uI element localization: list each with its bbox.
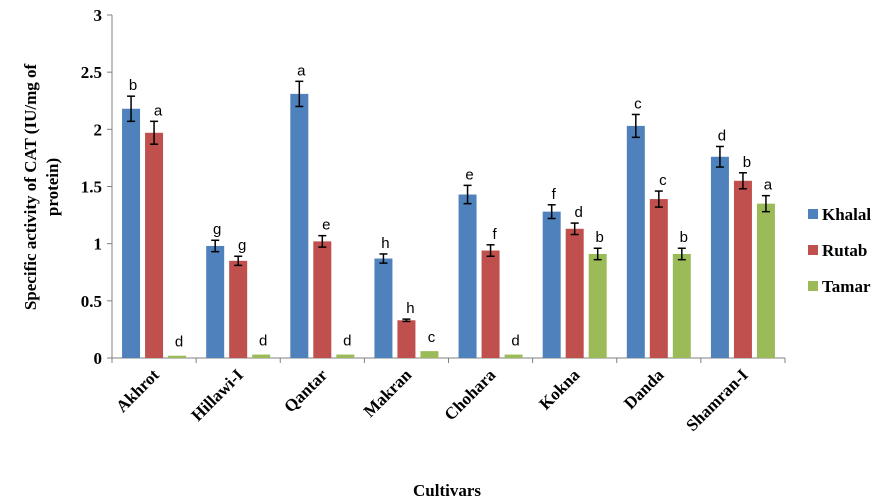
significance-letter: b [596,229,604,246]
significance-letter: b [129,77,137,94]
significance-letter: d [175,334,183,351]
y-tick-label: 0 [94,349,103,368]
bar-tamar [420,351,439,358]
bar-khalal [206,245,225,358]
x-tick-label: Shamran-I [682,365,752,435]
bar-rutab [481,250,500,358]
y-tick-label: 1 [94,235,103,254]
x-tick-label: Makran [360,365,416,421]
bar-khalal [458,194,477,358]
significance-letter: e [322,217,330,234]
y-tick-label: 0.5 [81,292,102,311]
legend-swatch-rutab [808,245,818,255]
significance-letter: f [552,186,557,203]
bar-khalal [374,258,393,358]
legend-swatch-khalal [808,209,818,219]
y-axis-title-line-1: Specific activity of CAT (IU/mg of [21,64,40,311]
bar-khalal [290,93,309,358]
significance-letter: d [575,204,583,221]
significance-letter: g [213,221,221,238]
x-tick-label: Akhrot [112,365,163,416]
legend-swatch-tamar [808,281,818,291]
x-tick-label: Kokna [535,365,584,414]
significance-letter: a [297,62,306,79]
bar-rutab [733,180,752,358]
bar-rutab [397,320,416,358]
legend-label-rutab: Rutab [822,241,867,260]
bar-khalal [542,211,561,358]
significance-letter: e [465,166,473,183]
bar-tamar [252,354,271,358]
bar-rutab [229,260,248,358]
y-tick-label: 2.5 [81,63,102,82]
y-tick-label: 2 [94,120,103,139]
x-tick-label: Hillawi-I [187,365,247,425]
significance-letter: a [764,177,773,194]
y-axis-title-line-2: protein) [43,158,62,216]
bar-khalal [626,125,645,358]
bar-rutab [313,241,332,358]
significance-letter: d [343,333,351,350]
significance-letter: h [406,300,414,317]
bar-rutab [145,132,164,358]
bar-khalal [122,108,141,359]
y-tick-label: 1.5 [81,178,102,197]
x-axis-title: Cultivars [413,481,481,500]
significance-letter: b [680,229,688,246]
significance-letter: d [718,127,726,144]
significance-letter: g [238,237,246,254]
bar-tamar [588,253,607,358]
significance-letter: c [428,329,436,346]
bar-rutab [565,228,584,358]
bar-khalal [710,156,729,358]
bar-tamar [336,354,355,358]
bar-tamar [504,354,523,358]
significance-letter: d [259,333,267,350]
bar-tamar [756,203,775,358]
bar-rutab [649,199,668,358]
significance-letter: a [154,102,163,119]
significance-letter: f [492,226,497,243]
x-tick-label: Qantar [280,365,331,416]
significance-letter: d [511,333,519,350]
plot-area: 0 0.5 1 1.5 2 2.5 3 Akhrot Hillawi-I Qantar Makran… [81,6,786,435]
legend-label-tamar: Tamar [822,277,871,296]
y-axis-title: Specific activity of CAT (IU/mg of prote… [21,64,62,311]
bar-tamar [672,253,691,358]
significance-letter: h [381,235,389,252]
legend: Khalal Rutab Tamar [808,205,871,296]
x-tick-label: Danda [620,365,668,413]
bar-tamar [168,355,187,358]
x-tick-label: Chohara [441,365,500,424]
significance-letter: b [743,154,751,171]
significance-letter: c [659,172,667,189]
legend-label-khalal: Khalal [822,205,871,224]
significance-letter: c [634,95,642,112]
y-tick-label: 3 [94,6,103,25]
